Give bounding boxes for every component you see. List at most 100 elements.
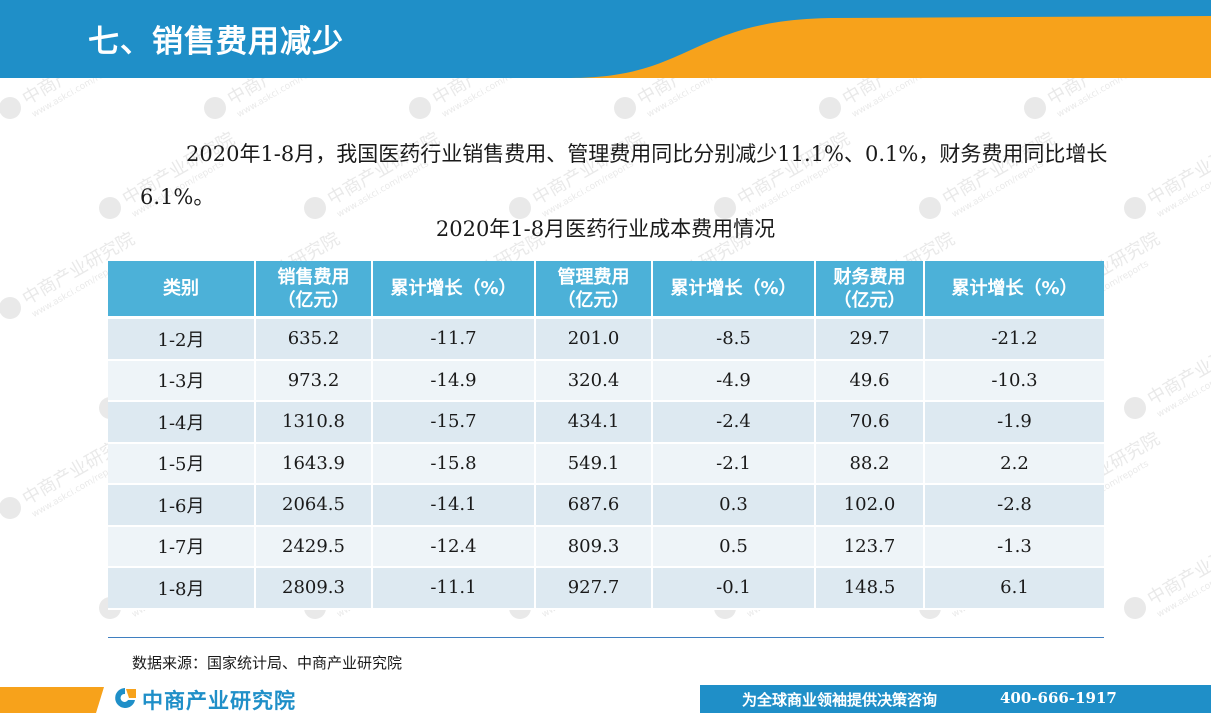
watermark-text: 中商产业研究院 [1044, 78, 1164, 110]
cell-sales-expense: 1643.9 [255, 442, 373, 485]
cell-sales-expense: 635.2 [255, 317, 373, 361]
cell-period: 1-5月 [108, 442, 256, 485]
cell-financial-expense: 49.6 [815, 359, 925, 402]
watermark-url: www.askci.com/reports [30, 78, 126, 120]
cell-period: 1-4月 [108, 401, 256, 444]
cell-financial-expense: 29.7 [815, 317, 925, 361]
watermark-url: www.askci.com/reports [440, 78, 536, 120]
watermark-logo-icon [1124, 397, 1146, 419]
footer-slogan: 为全球商业领袖提供决策咨询 [742, 691, 938, 709]
watermark-logo-icon [0, 97, 21, 119]
cell-financial-growth: 2.2 [924, 442, 1104, 485]
table-row: 1-5月 1643.9 -15.8 549.1 -2.1 88.2 2.2 [108, 442, 1104, 485]
watermark-text: 中商产业研究院 [839, 78, 959, 110]
cell-financial-growth: -1.9 [924, 401, 1104, 444]
cell-admin-growth: -8.5 [652, 317, 816, 361]
footer-bar: 中商产业研究院 为全球商业领袖提供决策咨询 400-666-1917 [0, 683, 1211, 715]
watermark-text: 中商产业研究院 [429, 78, 549, 110]
table-row: 1-3月 973.2 -14.9 320.4 -4.9 49.6 -10.3 [108, 359, 1104, 402]
cell-admin-expense: 809.3 [535, 525, 653, 568]
table-title: 2020年1-8月医药行业成本费用情况 [435, 217, 776, 241]
cell-financial-expense: 70.6 [815, 401, 925, 444]
cell-admin-growth: -4.9 [652, 359, 816, 402]
cell-admin-expense: 927.7 [535, 567, 653, 610]
watermark-logo-icon [0, 497, 21, 519]
cell-financial-expense: 102.0 [815, 484, 925, 527]
cell-admin-expense: 320.4 [535, 359, 653, 402]
cell-admin-growth: -2.1 [652, 442, 816, 485]
watermark-url: www.askci.com/reports [1155, 559, 1211, 620]
cell-sales-expense: 2809.3 [255, 567, 373, 610]
watermark-url: www.askci.com/reports [1155, 159, 1211, 220]
company-logo-icon [115, 688, 136, 708]
watermark-url: www.askci.com/reports [1155, 359, 1211, 420]
watermark-logo-icon [1124, 597, 1146, 619]
col-header-category: 类别 [108, 261, 256, 319]
watermark-url: www.askci.com/reports [235, 78, 331, 120]
header-bar: 七、销售费用减少 [0, 0, 1211, 78]
table-row: 1-8月 2809.3 -11.1 927.7 -0.1 148.5 6.1 [108, 567, 1104, 610]
cell-financial-expense: 123.7 [815, 525, 925, 568]
watermark-text: 中商产业研究院 [1144, 128, 1211, 209]
col-header-sales-expense: 销售费用 （亿元） [255, 261, 373, 319]
footer-orange-stripe [0, 687, 104, 713]
cell-period: 1-8月 [108, 567, 256, 610]
cell-sales-expense: 1310.8 [255, 401, 373, 444]
source-divider [108, 637, 1104, 638]
watermark-logo-icon [204, 97, 226, 119]
footer-logo-text: 中商产业研究院 [142, 689, 296, 713]
cell-sales-growth: -15.7 [372, 401, 536, 444]
cell-admin-expense: 434.1 [535, 401, 653, 444]
cell-financial-growth: -21.2 [924, 317, 1104, 361]
cell-sales-expense: 2064.5 [255, 484, 373, 527]
watermark-text: 中商产业研究院 [224, 78, 344, 110]
header-swoosh-decoration [571, 16, 1211, 78]
cell-admin-growth: -0.1 [652, 567, 816, 610]
watermark-url: www.askci.com/reports [1055, 78, 1151, 120]
table-row: 1-7月 2429.5 -12.4 809.3 0.5 123.7 -1.3 [108, 525, 1104, 568]
data-source: 数据来源：国家统计局、中商产业研究院 [132, 654, 403, 672]
watermark-logo-icon [1024, 97, 1046, 119]
col-header-admin-growth: 累计增长（%） [652, 261, 816, 319]
cell-financial-growth: -1.3 [924, 525, 1104, 568]
table-row: 1-2月 635.2 -11.7 201.0 -8.5 29.7 -21.2 [108, 317, 1104, 361]
col-header-financial-growth: 累计增长（%） [924, 261, 1104, 319]
cell-admin-growth: -2.4 [652, 401, 816, 444]
cell-period: 1-3月 [108, 359, 256, 402]
col-header-sales-growth: 累计增长（%） [372, 261, 536, 319]
table-body: 1-2月 635.2 -11.7 201.0 -8.5 29.7 -21.2 1-3月 973.… [108, 317, 1104, 610]
cell-financial-expense: 148.5 [815, 567, 925, 610]
cell-financial-growth: 6.1 [924, 567, 1104, 610]
cell-financial-growth: -2.8 [924, 484, 1104, 527]
watermark-logo-icon [614, 97, 636, 119]
page-title: 七、销售费用减少 [88, 24, 344, 60]
watermark-text: 中商产业研究院 [1144, 328, 1211, 409]
table-header-row: 类别 销售费用 （亿元） 累计增长（%） 管理费用 （亿元） 累计增长（%） 财务费… [108, 261, 1104, 319]
cell-admin-growth: 0.5 [652, 525, 816, 568]
watermark-logo-icon [819, 97, 841, 119]
footer-blue-band [700, 685, 1211, 713]
cell-sales-growth: -11.1 [372, 567, 536, 610]
watermark-logo-icon [0, 297, 21, 319]
watermark-logo-icon [409, 97, 431, 119]
watermark-url: www.askci.com/reports [645, 78, 741, 120]
cell-admin-expense: 549.1 [535, 442, 653, 485]
col-header-admin-expense: 管理费用 （亿元） [535, 261, 653, 319]
cell-sales-growth: -14.1 [372, 484, 536, 527]
cell-sales-expense: 2429.5 [255, 525, 373, 568]
table-row: 1-4月 1310.8 -15.7 434.1 -2.4 70.6 -1.9 [108, 401, 1104, 444]
col-header-financial-expense: 财务费用 （亿元） [815, 261, 925, 319]
cell-sales-expense: 973.2 [255, 359, 373, 402]
cell-sales-growth: -14.9 [372, 359, 536, 402]
cell-period: 1-2月 [108, 317, 256, 361]
cell-sales-growth: -15.8 [372, 442, 536, 485]
cell-period: 1-7月 [108, 525, 256, 568]
intro-paragraph: 2020年1-8月，我国医药行业销售费用、管理费用同比分别减少11.1%、0.1… [140, 142, 1108, 209]
